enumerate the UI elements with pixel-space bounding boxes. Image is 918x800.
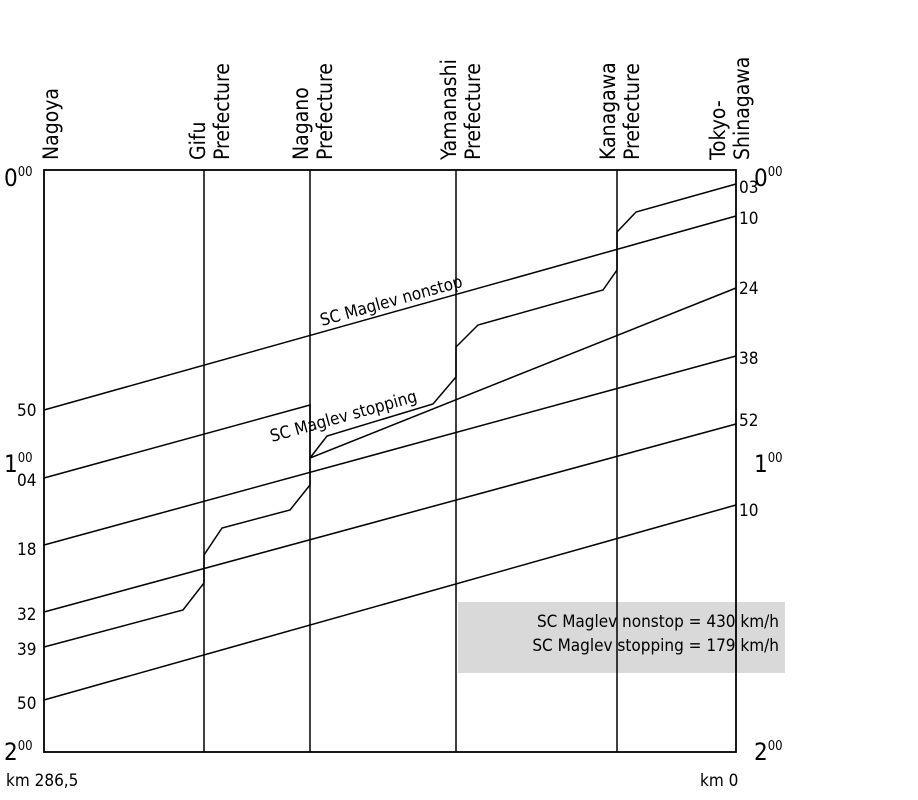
right-minute-6: 10	[739, 501, 758, 521]
right-minute-4: 38	[739, 349, 758, 369]
km-start-label: km 286,5	[6, 771, 78, 791]
km-end-label: km 0	[700, 771, 738, 791]
right-minute-3: 24	[739, 279, 758, 299]
left-minute-1: 50	[17, 401, 36, 421]
label-stopping: SC Maglev stopping	[268, 387, 419, 447]
hour-2-right: 200	[754, 738, 783, 766]
station-gifu-prefecture: Prefecture	[210, 63, 234, 160]
station-kanagawa-prefecture: Prefecture	[620, 63, 644, 160]
legend-box	[458, 602, 785, 673]
station-kanagawa: Kanagawa	[596, 62, 620, 160]
right-minute-1: 03	[739, 178, 758, 198]
station-nagano-prefecture: Prefecture	[313, 63, 337, 160]
train-path-stopping-1	[43, 183, 737, 479]
left-minute-5: 39	[17, 640, 36, 660]
hour-0-left: 000	[4, 164, 33, 192]
label-nonstop: SC Maglev nonstop	[318, 272, 465, 331]
station-tokyo: Tokyo-	[706, 100, 730, 161]
diagram-frame	[43, 169, 737, 753]
station-gifu: Gifu	[186, 121, 210, 160]
train-path-nonstop-1	[43, 215, 737, 411]
hour-0-right: 000	[754, 164, 783, 192]
train-path-stopping-2	[43, 287, 737, 648]
right-minute-2: 10	[739, 209, 758, 229]
left-minute-2: 04	[17, 471, 36, 491]
train-path-nonstop-2	[43, 355, 737, 546]
hour-1-right: 100	[754, 450, 783, 478]
station-shinagawa: Shinagawa	[730, 57, 754, 160]
hour-2-left: 200	[4, 738, 33, 766]
station-nagoya: Nagoya	[39, 88, 63, 160]
station-yamanashi-prefecture: Prefecture	[461, 63, 485, 160]
station-yamanashi: Yamanashi	[437, 59, 461, 161]
legend-line-stopping: SC Maglev stopping = 179 km/h	[532, 636, 779, 656]
left-minute-3: 18	[17, 540, 36, 560]
right-minute-5: 52	[739, 411, 758, 431]
legend-line-nonstop: SC Maglev nonstop = 430 km/h	[537, 612, 779, 632]
train-path-nonstop-3	[43, 423, 737, 613]
train-path-nonstop-4	[43, 504, 737, 701]
left-minute-6: 50	[17, 694, 36, 714]
left-minute-4: 32	[17, 605, 36, 625]
hour-1-left: 100	[4, 450, 33, 478]
station-nagano: Nagano	[289, 87, 313, 160]
